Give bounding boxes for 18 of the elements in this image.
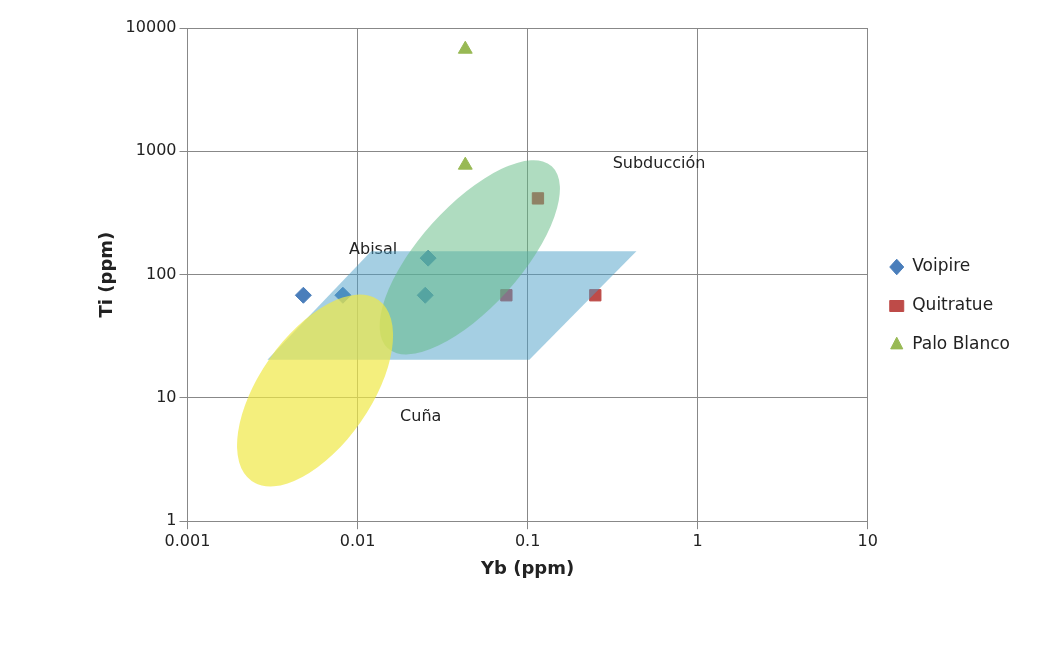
y-axis-title: Ti (ppm) <box>95 231 117 318</box>
x-tick-label: 10 <box>857 530 878 550</box>
annotation: Cuña <box>400 405 442 425</box>
y-tick-label: 100 <box>145 263 177 283</box>
x-tick-label: 0.1 <box>514 530 541 550</box>
y-tick-label: 1 <box>166 510 177 530</box>
legend-label: Voipire <box>912 255 971 276</box>
legend-label: Quitratue <box>912 294 994 315</box>
annotation: Subducción <box>612 152 706 172</box>
legend-label: Palo Blanco <box>912 333 1011 354</box>
x-axis-title: Yb (ppm) <box>480 556 575 578</box>
y-tick-label: 10000 <box>125 17 177 37</box>
y-tick-label: 1000 <box>135 140 177 160</box>
x-tick-label: 0.001 <box>164 530 211 550</box>
x-tick-label: 0.01 <box>339 530 376 550</box>
x-tick-label: 1 <box>692 530 703 550</box>
y-tick-label: 10 <box>156 387 177 407</box>
annotation: Abisal <box>349 239 398 259</box>
